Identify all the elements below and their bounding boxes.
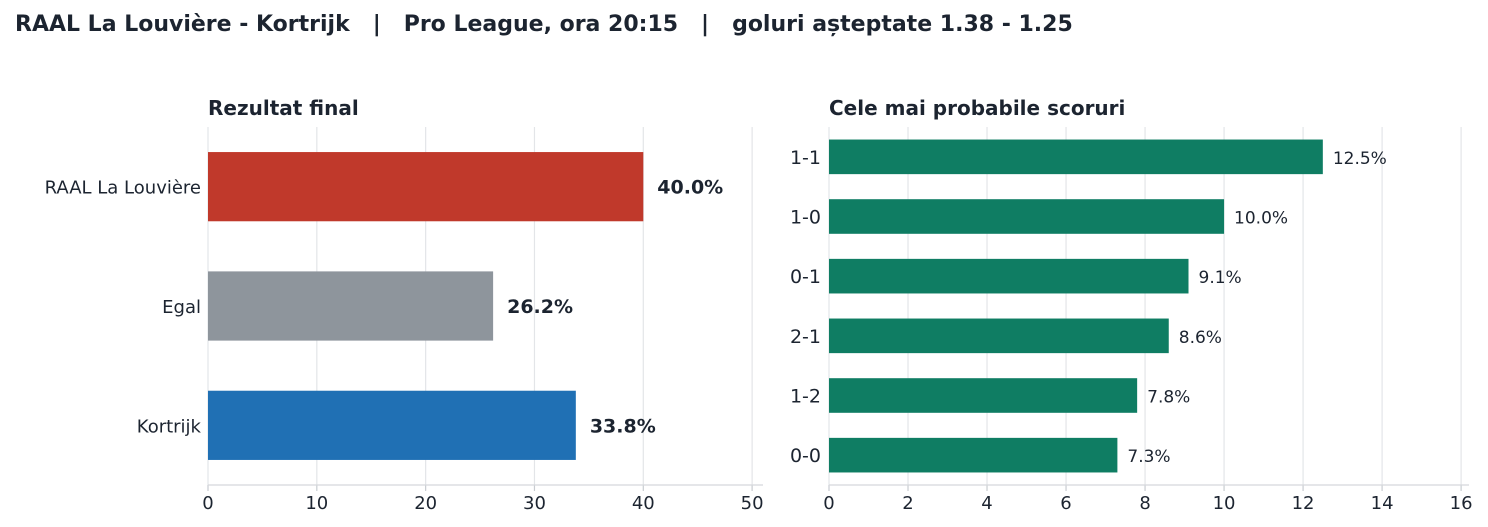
result-value-label: 33.8% — [590, 415, 656, 437]
score-value-label: 12.5% — [1333, 149, 1387, 169]
result-x-tick-label: 10 — [305, 493, 328, 514]
score-value-label: 7.8% — [1147, 388, 1190, 408]
score-x-tick-label: 2 — [902, 493, 913, 514]
score-category-label: 2-1 — [790, 326, 821, 348]
result-x-tick-label: 0 — [202, 493, 213, 514]
scores-chart-title: Cele mai probabile scoruri — [829, 96, 1125, 120]
score-x-tick-label: 6 — [1060, 493, 1071, 514]
score-category-label: 0-0 — [790, 445, 821, 467]
score-x-tick-label: 0 — [823, 493, 834, 514]
score-x-tick-label: 14 — [1371, 493, 1394, 514]
result-category-label: Kortrijk — [137, 416, 202, 437]
figure-title: RAAL La Louvière - Kortrijk | Pro League… — [15, 12, 1073, 37]
score-bar — [829, 258, 1189, 294]
result-value-label: 26.2% — [507, 296, 573, 318]
score-bar — [829, 139, 1323, 175]
result-x-tick-label: 50 — [741, 493, 764, 514]
score-x-tick-label: 16 — [1450, 493, 1473, 514]
result-x-tick-label: 20 — [414, 493, 437, 514]
result-value-label: 40.0% — [657, 177, 723, 199]
score-category-label: 1-2 — [790, 386, 821, 408]
result-category-label: Egal — [162, 297, 201, 318]
score-bar — [829, 199, 1225, 234]
score-x-tick-label: 12 — [1292, 493, 1315, 514]
result-x-tick-label: 40 — [632, 493, 655, 514]
result-category-label: RAAL La Louvière — [45, 178, 201, 199]
score-value-label: 10.0% — [1234, 209, 1288, 229]
score-gridlines — [828, 127, 1462, 491]
score-bar — [829, 437, 1118, 473]
scores-chart: Cele mai probabile scoruri 0 2 4 6 8 10 12 14 16… — [790, 96, 1473, 514]
score-category-label: 0-1 — [790, 266, 821, 288]
score-category-label: 1-1 — [790, 147, 821, 169]
score-category-label: 1-0 — [790, 207, 821, 229]
result-bar — [208, 152, 644, 222]
result-chart: Rezultat final 0 10 20 30 40 50 RAAL La Louviè… — [45, 96, 764, 514]
score-x-tick-label: 8 — [1139, 493, 1150, 514]
score-x-tick-label: 10 — [1213, 493, 1236, 514]
score-bar — [829, 378, 1138, 413]
result-bar — [208, 390, 576, 460]
score-bar — [829, 318, 1169, 354]
score-value-label: 8.6% — [1179, 328, 1222, 348]
result-bar — [208, 271, 494, 341]
result-chart-title: Rezultat final — [208, 96, 359, 120]
score-value-label: 7.3% — [1127, 447, 1170, 467]
result-x-tick-label: 30 — [523, 493, 546, 514]
score-x-tick-label: 4 — [981, 493, 992, 514]
score-value-label: 9.1% — [1199, 268, 1242, 288]
